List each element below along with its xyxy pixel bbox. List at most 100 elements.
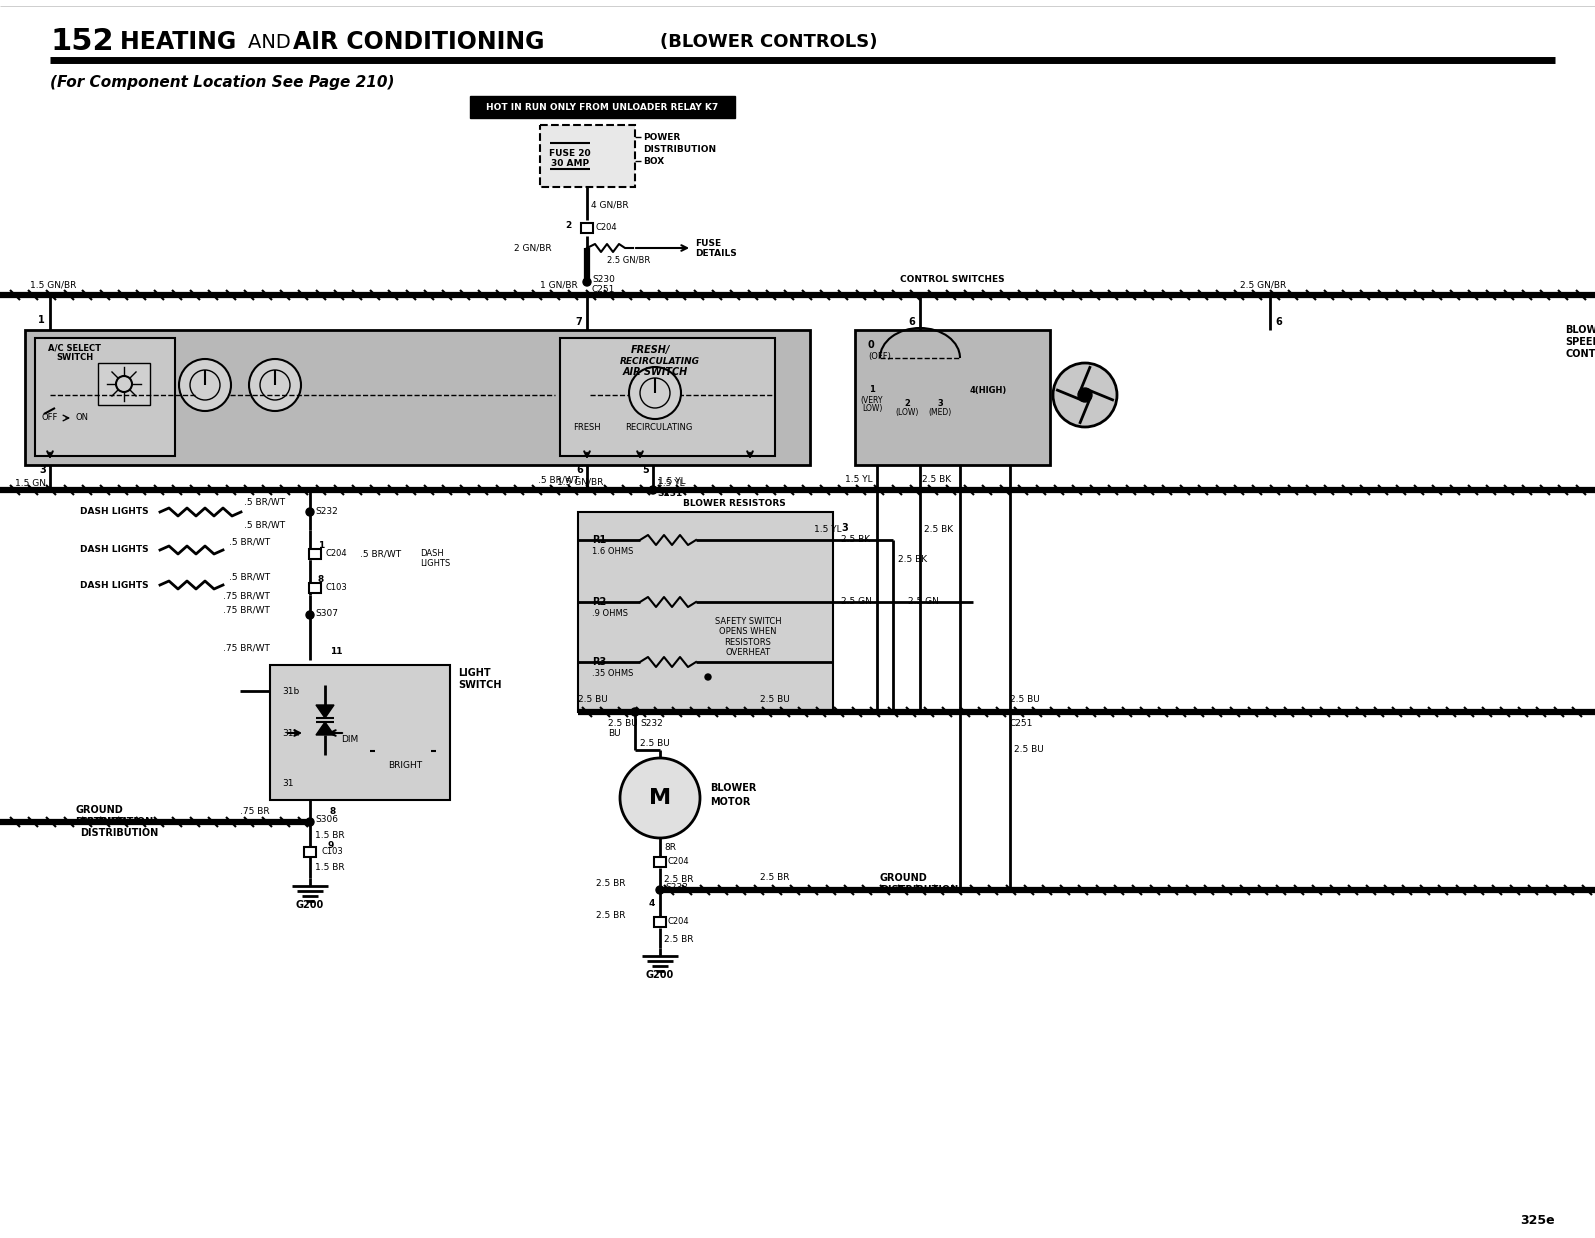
- Bar: [35, 338, 175, 456]
- Bar: [309, 548, 321, 560]
- Bar: [305, 847, 316, 857]
- Text: 31h: 31h: [282, 728, 300, 738]
- Text: .5 BR/WT: .5 BR/WT: [228, 537, 270, 546]
- Bar: [654, 857, 667, 867]
- Text: 11: 11: [330, 647, 343, 656]
- Text: R3: R3: [592, 657, 606, 667]
- Text: 3: 3: [40, 465, 46, 475]
- Text: .75 BR/WT: .75 BR/WT: [223, 644, 270, 652]
- Text: 1.5 GN/BR: 1.5 GN/BR: [30, 281, 77, 290]
- Circle shape: [649, 487, 657, 494]
- Text: 2.5 GN/BR: 2.5 GN/BR: [1239, 281, 1286, 290]
- Text: C251: C251: [592, 286, 616, 295]
- Text: 2.5 BU: 2.5 BU: [640, 739, 670, 748]
- Text: 1: 1: [869, 385, 876, 395]
- Bar: [26, 331, 810, 465]
- Text: S232: S232: [314, 508, 338, 516]
- Text: C204: C204: [668, 917, 689, 926]
- Text: LIGHTS: LIGHTS: [419, 560, 450, 568]
- Text: C204: C204: [595, 224, 617, 233]
- Text: .5 BR/WT: .5 BR/WT: [228, 572, 270, 582]
- Circle shape: [628, 366, 681, 418]
- Text: .75 BR: .75 BR: [241, 807, 270, 817]
- Text: 1: 1: [317, 541, 324, 551]
- Bar: [97, 363, 150, 405]
- Text: .35 OHMS: .35 OHMS: [592, 670, 633, 678]
- Text: .5 BR/WT: .5 BR/WT: [538, 475, 579, 484]
- Text: CONTROL SWITCHES: CONTROL SWITCHES: [900, 276, 1005, 285]
- Circle shape: [306, 612, 314, 619]
- Circle shape: [584, 279, 592, 286]
- Circle shape: [306, 508, 314, 516]
- Text: BLOWER: BLOWER: [1565, 326, 1595, 335]
- Text: R2: R2: [592, 597, 606, 607]
- Text: DETAILS: DETAILS: [695, 250, 737, 259]
- Circle shape: [306, 818, 314, 826]
- Text: MOTOR: MOTOR: [710, 797, 750, 807]
- Text: .5 BR/WT: .5 BR/WT: [244, 498, 286, 506]
- Text: 0: 0: [868, 340, 874, 350]
- Polygon shape: [316, 704, 333, 718]
- Text: 2.5 GN: 2.5 GN: [908, 598, 939, 607]
- Text: DISTRIBUTION: DISTRIBUTION: [80, 828, 158, 838]
- Text: 4(HIGH): 4(HIGH): [970, 385, 1008, 395]
- Text: 1.5 GN/BR: 1.5 GN/BR: [557, 478, 603, 487]
- Polygon shape: [316, 722, 333, 735]
- Text: 2.5 BU: 2.5 BU: [1010, 696, 1040, 704]
- Text: .5 BR/WT: .5 BR/WT: [360, 550, 400, 558]
- Text: 2.5 BK: 2.5 BK: [841, 536, 871, 545]
- Text: C103: C103: [325, 583, 346, 593]
- Text: S307: S307: [314, 609, 338, 619]
- Text: LIGHT: LIGHT: [458, 669, 491, 678]
- Text: (OFF): (OFF): [868, 352, 892, 360]
- Text: CONTROL: CONTROL: [1565, 349, 1595, 359]
- Text: 31: 31: [282, 779, 293, 787]
- Bar: [581, 223, 593, 233]
- Text: M: M: [649, 789, 671, 808]
- Bar: [471, 97, 735, 118]
- Text: 325e: 325e: [1520, 1213, 1555, 1227]
- Text: R1: R1: [592, 535, 606, 545]
- Text: DASH LIGHTS: DASH LIGHTS: [80, 508, 148, 516]
- Text: S231: S231: [657, 489, 683, 499]
- Text: 8: 8: [330, 807, 337, 817]
- Text: BLOWER: BLOWER: [710, 782, 756, 794]
- Text: 31b: 31b: [282, 687, 300, 696]
- Circle shape: [179, 359, 231, 411]
- Text: G200: G200: [646, 971, 675, 980]
- Bar: [855, 331, 1050, 465]
- Bar: [654, 917, 667, 927]
- Text: 1.5 YL: 1.5 YL: [845, 475, 872, 484]
- Text: S233: S233: [665, 883, 687, 891]
- Text: 30 AMP: 30 AMP: [550, 158, 589, 167]
- Text: AIR SWITCH: AIR SWITCH: [622, 366, 687, 378]
- Text: S306: S306: [314, 816, 338, 825]
- Bar: [560, 338, 775, 456]
- Text: 6: 6: [576, 465, 584, 475]
- Text: BOX: BOX: [643, 156, 664, 166]
- Text: 2.5 BU: 2.5 BU: [1014, 745, 1043, 754]
- Text: 3: 3: [841, 522, 849, 534]
- Text: SAFETY SWITCH
OPENS WHEN
RESISTORS
OVERHEAT: SAFETY SWITCH OPENS WHEN RESISTORS OVERH…: [715, 617, 782, 657]
- Text: 2.5 GN/BR: 2.5 GN/BR: [608, 255, 651, 265]
- Text: 152: 152: [49, 27, 113, 57]
- Text: 1.5 BR: 1.5 BR: [314, 863, 345, 873]
- Bar: [309, 583, 321, 593]
- Text: RECIRCULATING: RECIRCULATING: [625, 423, 692, 432]
- Text: 5: 5: [643, 465, 649, 475]
- Text: DASH: DASH: [419, 550, 443, 558]
- Text: AIR CONDITIONING: AIR CONDITIONING: [293, 30, 553, 54]
- Text: 2.5 BR: 2.5 BR: [664, 875, 694, 884]
- Text: 1.5 BR: 1.5 BR: [314, 832, 345, 841]
- Text: 2.5 BR: 2.5 BR: [595, 910, 625, 920]
- Text: DISTRIBUTION: DISTRIBUTION: [880, 885, 959, 895]
- Text: 8R: 8R: [664, 843, 676, 853]
- Text: POWER: POWER: [643, 132, 679, 141]
- Text: GROUND: GROUND: [75, 805, 123, 815]
- Text: A/C SELECT: A/C SELECT: [48, 343, 102, 353]
- Text: SWITCH: SWITCH: [56, 353, 94, 361]
- Text: 2.5 BR: 2.5 BR: [664, 936, 694, 945]
- Text: 1: 1: [38, 314, 45, 326]
- Text: 6: 6: [908, 317, 916, 327]
- Text: LOW): LOW): [861, 405, 882, 413]
